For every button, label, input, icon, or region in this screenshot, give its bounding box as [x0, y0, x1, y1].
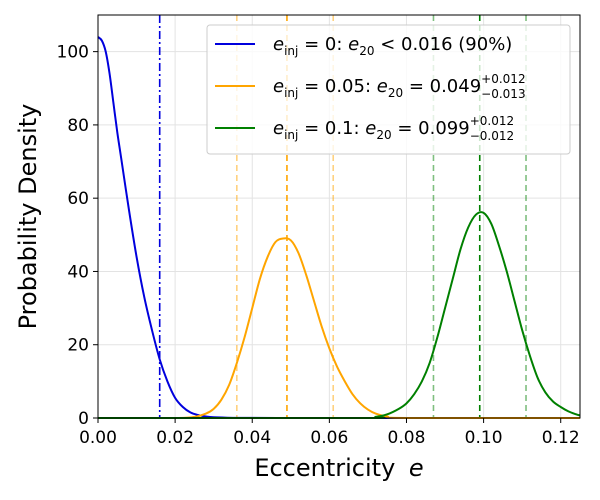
legend-1-sub2: 20 [388, 86, 403, 100]
y-tick-label-1: 20 [67, 336, 89, 356]
legend-0-eq: = 0: [298, 34, 348, 55]
x-axis-title-symbol: e [409, 454, 424, 482]
legend: einj = 0: e20 < 0.016 (90%)einj = 0.05: … [206, 24, 571, 155]
legend-1-value: = 0.049 [403, 76, 481, 97]
x-tick-label-4: 0.08 [388, 428, 426, 448]
x-tick-label-3: 0.06 [310, 428, 348, 448]
legend-1-eq: = 0.05: [298, 76, 376, 97]
y-tick-label-4: 80 [67, 116, 89, 136]
x-tick-label-6: 0.12 [542, 428, 580, 448]
y-tick-label-3: 60 [67, 189, 89, 209]
legend-1-sub: inj [284, 86, 298, 100]
series-line-1 [98, 237, 580, 420]
legend-1-var: e [273, 76, 284, 97]
legend-2-err-plus: +0.012 [470, 114, 514, 128]
legend-1-var2: e [377, 76, 388, 97]
legend-label-1: einj = 0.05: e20 = 0.049+0.012 −0.013 [273, 72, 526, 101]
legend-2-sub: inj [284, 128, 298, 142]
x-tick-label-5: 0.10 [465, 428, 503, 448]
y-tick-label-2: 40 [67, 262, 89, 282]
legend-label-0: einj = 0: e20 < 0.016 (90%) [273, 34, 512, 58]
reference-lines-layer [158, 15, 527, 418]
x-axis-title-text: Eccentricity [254, 454, 395, 482]
legend-2-value: = 0.099 [392, 118, 470, 139]
legend-2-var: e [273, 118, 284, 139]
tick-layer: 0.00 0.02 0.04 0.06 0.08 0.10 0.12 0 20 40 60 80 100 [57, 43, 580, 448]
legend-2-err-minus: −0.012 [470, 129, 514, 143]
legend-1-err-minus: −0.013 [481, 87, 525, 101]
y-tick-label-5: 100 [57, 43, 89, 63]
series-line-2 [98, 211, 581, 420]
x-axis-title: Eccentricity e [254, 454, 423, 482]
x-tick-label-1: 0.02 [156, 428, 194, 448]
legend-2-sub2: 20 [376, 128, 391, 142]
legend-0-value: < 0.016 (90%) [374, 34, 512, 55]
y-axis-title: Probability Density [14, 104, 42, 330]
x-tick-label-0: 0.00 [79, 428, 117, 448]
legend-2-var2: e [365, 118, 376, 139]
legend-label-2: einj = 0.1: e20 = 0.099+0.012 −0.012 [273, 114, 514, 143]
plot-frame [97, 14, 581, 419]
y-tick-label-0: 0 [78, 409, 89, 429]
legend-0-var2: e [348, 34, 359, 55]
legend-box [206, 24, 571, 155]
legend-0-var: e [273, 34, 284, 55]
legend-1-err-plus: +0.012 [481, 72, 525, 86]
legend-2-eq: = 0.1: [298, 118, 365, 139]
x-tick-label-2: 0.04 [233, 428, 271, 448]
legend-0-sub: inj [284, 44, 298, 58]
legend-0-sub2: 20 [359, 44, 374, 58]
